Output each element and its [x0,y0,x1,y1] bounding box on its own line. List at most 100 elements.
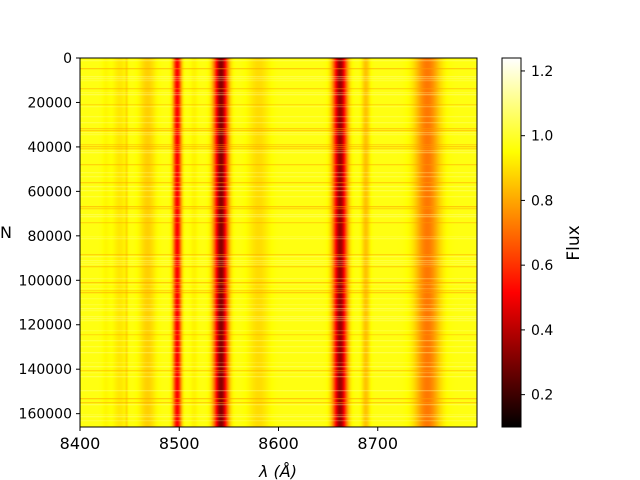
heatmap-column [385,58,387,427]
heatmap-row-stripe [80,214,477,216]
heatmap-row-stripe [80,362,477,364]
heatmap-column [341,58,343,427]
heatmap-row-stripe [80,92,477,94]
heatmap-column [201,58,203,427]
heatmap-column [161,58,163,427]
heatmap-row-stripe [80,264,477,266]
heatmap-column [242,58,244,427]
heatmap-column [259,58,261,427]
heatmap-column [316,58,318,427]
heatmap-column [429,58,431,427]
heatmap-column [286,58,288,427]
heatmap-column [215,58,217,427]
heatmap-row-stripe [80,284,477,286]
heatmap-column [338,58,340,427]
heatmap-column [442,58,444,427]
heatmap-row-stripe [80,164,477,166]
heatmap-row-stripe [80,236,477,238]
heatmap-column [271,58,273,427]
heatmap-column [291,58,293,427]
heatmap-column [398,58,400,427]
heatmap-row-stripe [80,182,477,184]
heatmap-column [131,58,133,427]
heatmap-column [312,58,314,427]
heatmap-column [309,58,311,427]
heatmap-column [289,58,291,427]
heatmap-row-stripe [80,152,477,154]
heatmap-column [334,58,336,427]
colorbar-label: Flux [564,225,584,260]
heatmap-row-stripe [80,304,477,306]
heatmap-row-stripe [80,260,477,262]
heatmap-column [307,58,309,427]
heatmap-column [212,58,214,427]
heatmap-column [180,58,182,427]
x-tick-label: 8700 [357,434,398,453]
heatmap-column [157,58,159,427]
heatmap-column [473,58,475,427]
heatmap-column [375,58,377,427]
heatmap-column [469,58,471,427]
heatmap-column [96,58,98,427]
heatmap-column [213,58,215,427]
heatmap-column [268,58,270,427]
heatmap-column [353,58,355,427]
heatmap-column [444,58,446,427]
heatmap-row-stripe [80,390,477,392]
heatmap-column [231,58,233,427]
heatmap-column [158,58,160,427]
heatmap-column [406,58,408,427]
heatmap-column [466,58,468,427]
heatmap-column [107,58,109,427]
heatmap-column [340,58,342,427]
heatmap-column [430,58,432,427]
heatmap-column [181,58,183,427]
heatmap-column [416,58,418,427]
heatmap-column [124,58,126,427]
heatmap-column [176,58,178,427]
heatmap-row-stripe [80,254,477,256]
heatmap-column [170,58,172,427]
heatmap-column [208,58,210,427]
heatmap-column [306,58,308,427]
heatmap-column [147,58,149,427]
heatmap-column [284,58,286,427]
colorbar-gradient [501,57,522,428]
heatmap-column [233,58,235,427]
y-tick-label: 140000 [19,362,72,378]
heatmap-column [269,58,271,427]
heatmap-column [326,58,328,427]
heatmap-column [197,58,199,427]
heatmap-column [345,58,347,427]
heatmap-row-stripe [80,128,477,130]
heatmap-column [95,58,97,427]
heatmap-column [221,58,223,427]
heatmap-column [102,58,104,427]
heatmap-column [366,58,368,427]
heatmap-row-stripe [80,172,477,174]
heatmap-column [266,58,268,427]
heatmap-column [247,58,249,427]
heatmap-column [122,58,124,427]
heatmap-column [302,58,304,427]
heatmap-column [290,58,292,427]
heatmap-column [90,58,92,427]
heatmap-column [343,58,345,427]
heatmap-column [277,58,279,427]
heatmap-column [352,58,354,427]
heatmap-column [103,58,105,427]
heatmap-column [421,58,423,427]
heatmap-column [250,58,252,427]
heatmap-column [424,58,426,427]
heatmap-column [276,58,278,427]
heatmap-column [130,58,132,427]
colorbar: 0.2 0.4 0.6 0.8 1.0 1.2 Flux [501,57,584,428]
heatmap-column [154,58,156,427]
heatmap-column [378,58,380,427]
heatmap-column [257,58,259,427]
heatmap-column [471,58,473,427]
heatmap-column [391,58,393,427]
heatmap-column [175,58,177,427]
heatmap-column [426,58,428,427]
heatmap-column [280,58,282,427]
